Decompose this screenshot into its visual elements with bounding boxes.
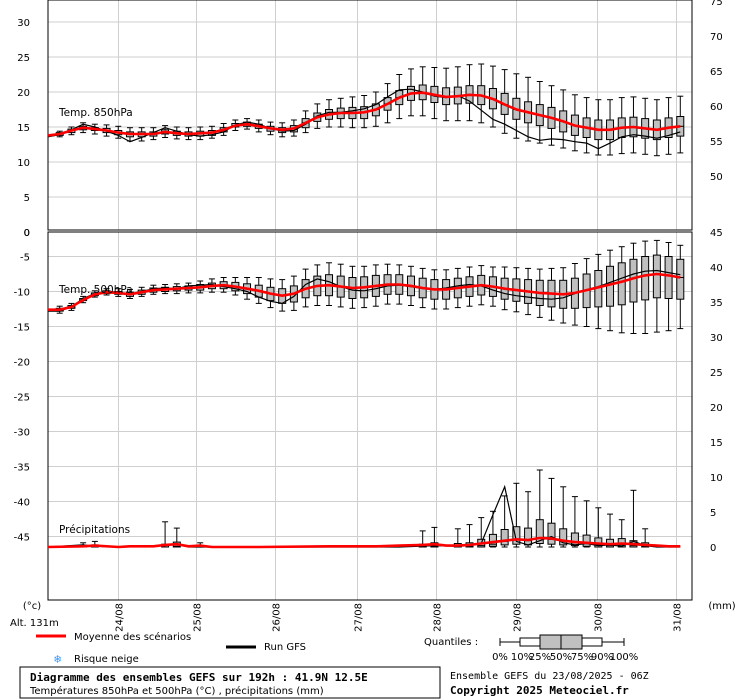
temp850-mean-line: [47, 91, 681, 137]
title-line2: Températures 850hPa et 500hPa (°C) , pré…: [29, 685, 324, 697]
left-tick-top: 30: [17, 18, 30, 29]
precip-box: [570, 532, 579, 547]
right-tick-middle: 45: [710, 228, 723, 239]
left-tick-top: 5: [24, 193, 30, 204]
left-tick-top: 25: [17, 53, 30, 64]
precip-box: [488, 533, 497, 547]
left-tick-middle: -5: [20, 253, 30, 264]
legend-snow-label: Risque neige: [74, 654, 139, 665]
panel-label-850: Temp. 850hPa: [58, 107, 133, 119]
panel-frames: [47, 0, 693, 601]
x-tick-label: 24/08: [115, 603, 126, 632]
temp500-box: [617, 262, 626, 306]
x-tick-label: 27/08: [354, 603, 365, 632]
panel-label-500: Temp. 500hPa: [58, 284, 133, 296]
precip-box: [512, 526, 521, 545]
right-tick-middle: 30: [710, 333, 723, 344]
legend-mean-label: Moyenne des scénarios: [74, 631, 191, 643]
precip-mean-line: [47, 536, 681, 549]
plot-layer: [47, 63, 685, 549]
left-tick-top: 20: [17, 88, 30, 99]
right-tick-top: 70: [710, 32, 723, 43]
right-tick-top: 75: [710, 0, 723, 8]
left-tick-middle: -10: [14, 288, 30, 299]
quantile-label: 0%: [492, 652, 508, 663]
quantile-label: 10%: [511, 652, 533, 663]
right-tick-middle: 10: [710, 473, 723, 484]
x-tick-label: 25/08: [193, 603, 204, 632]
temp500-mean-line: [48, 272, 681, 312]
snowflake-icon: ❄: [54, 652, 61, 666]
left-tick-middle: -15: [14, 323, 30, 334]
ensemble-info: Ensemble GEFS du 23/08/2025 - 06Z: [450, 671, 649, 682]
precip-box: [500, 529, 509, 546]
right-tick-middle: 0: [710, 543, 716, 554]
quantile-label: 75%: [571, 652, 593, 663]
x-tick-label: 28/08: [433, 603, 444, 632]
left-tick-middle: -20: [14, 358, 30, 369]
left-tick-middle: -35: [14, 463, 30, 474]
x-tick-label: 30/08: [594, 603, 605, 632]
precip-box: [547, 522, 556, 545]
panel-top-frame: [47, 0, 693, 231]
temp500-box: [664, 256, 673, 299]
left-tick-top: 0: [24, 228, 30, 239]
quantiles-title: Quantiles :: [424, 637, 478, 648]
right-tick-middle: 35: [710, 298, 723, 309]
quantile-label: 100%: [610, 652, 639, 663]
left-tick-middle: -30: [14, 428, 30, 439]
x-tick-label: 31/08: [673, 603, 684, 632]
unit-left-label: (°c): [23, 601, 41, 612]
temp500-group: [48, 239, 685, 334]
title-line1: Diagramme des ensembles GEFS sur 192h : …: [30, 671, 368, 684]
right-tick-top: 65: [710, 67, 723, 78]
temp500-box: [652, 254, 661, 299]
legend-run-label: Run GFS: [264, 642, 306, 653]
quantile-label: 25%: [529, 652, 551, 663]
x-tick-label: 26/08: [272, 603, 283, 632]
precip-box: [582, 534, 591, 547]
right-tick-middle: 15: [710, 438, 723, 449]
quantiles-key: [499, 634, 625, 650]
left-tick-top: 15: [17, 123, 30, 134]
altitude-label: Alt. 131m: [10, 618, 59, 629]
temp500-box: [641, 256, 650, 301]
temp850-run-line: [47, 88, 681, 150]
left-tick-zero: 0: [24, 228, 30, 239]
panel-label-precip: Précipitations: [59, 524, 130, 536]
x-tick-label: 29/08: [513, 603, 524, 632]
left-tick-middle: -40: [14, 498, 30, 509]
precip-box: [559, 528, 568, 546]
left-tick-top: 10: [17, 158, 30, 169]
axis-layer: 3025201510500-5-10-15-20-25-30-35-40-457…: [14, 0, 723, 632]
temp850-group: [47, 63, 685, 157]
left-tick-middle: -25: [14, 393, 30, 404]
temp500-box: [676, 258, 685, 300]
quantile-labels: 0% 10%25%50%75%90%100%: [492, 652, 638, 663]
right-tick-middle: 5: [710, 508, 716, 519]
quantile-label: 90%: [591, 652, 613, 663]
left-tick-middle: -45: [14, 533, 30, 544]
right-tick-top: 60: [710, 102, 723, 113]
unit-right-label: (mm): [708, 601, 735, 612]
right-tick-top: 55: [710, 137, 723, 148]
precip-box: [535, 519, 544, 545]
precip-group: [47, 469, 681, 549]
temp500-box: [629, 258, 638, 303]
right-tick-top: 50: [710, 172, 723, 183]
panel-bottom-frame: [47, 231, 693, 601]
right-tick-middle: 20: [710, 403, 723, 414]
precip-box: [524, 527, 533, 546]
title-box: [19, 666, 441, 699]
quantile-label: 50%: [550, 652, 572, 663]
right-tick-middle: 40: [710, 263, 723, 274]
copyright: Copyright 2025 Meteociel.fr: [450, 684, 629, 697]
right-tick-middle: 25: [710, 368, 723, 379]
